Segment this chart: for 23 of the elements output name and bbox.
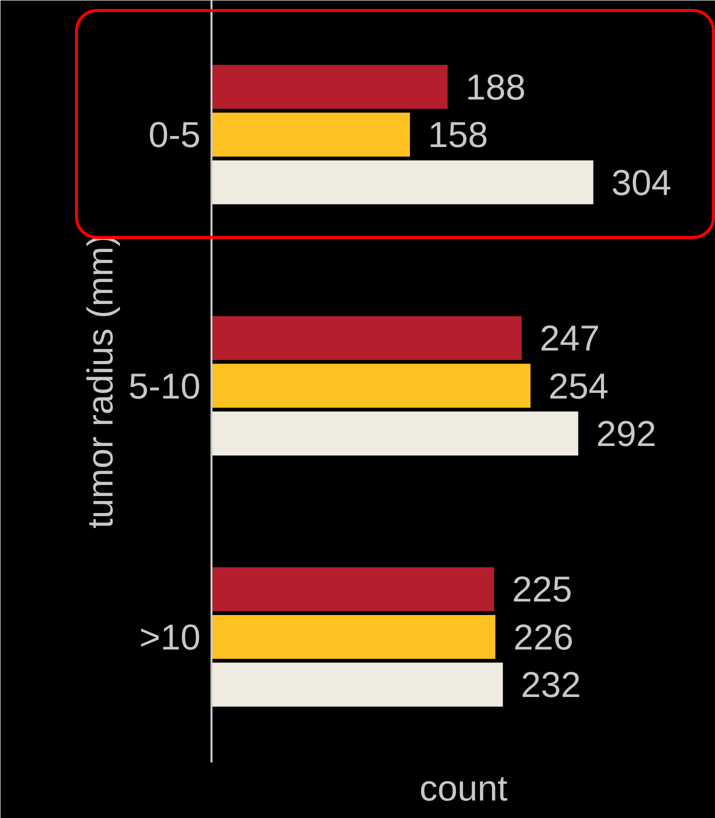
bar xyxy=(212,614,496,659)
data-label: 292 xyxy=(596,412,656,454)
data-label: 254 xyxy=(548,365,609,406)
x-axis-title: count xyxy=(419,768,508,808)
data-label: 247 xyxy=(540,318,600,359)
data-label: 226 xyxy=(513,616,574,658)
bar xyxy=(212,316,522,360)
data-label: 304 xyxy=(611,162,672,203)
data-label: 232 xyxy=(520,664,581,706)
data-label: 188 xyxy=(466,66,526,108)
data-label: 158 xyxy=(428,114,488,156)
bar xyxy=(212,412,578,456)
data-label: 225 xyxy=(512,568,572,610)
bar xyxy=(212,364,531,408)
y-tick-label: >10 xyxy=(139,616,201,658)
y-axis-title: tumor radius (mm) xyxy=(79,234,120,529)
y-tick-label: 0-5 xyxy=(148,114,200,156)
bar xyxy=(212,64,448,109)
bar xyxy=(212,567,494,612)
bar xyxy=(212,662,503,707)
y-tick-label: 5-10 xyxy=(128,365,201,406)
bar xyxy=(212,112,410,157)
bar xyxy=(212,160,594,204)
